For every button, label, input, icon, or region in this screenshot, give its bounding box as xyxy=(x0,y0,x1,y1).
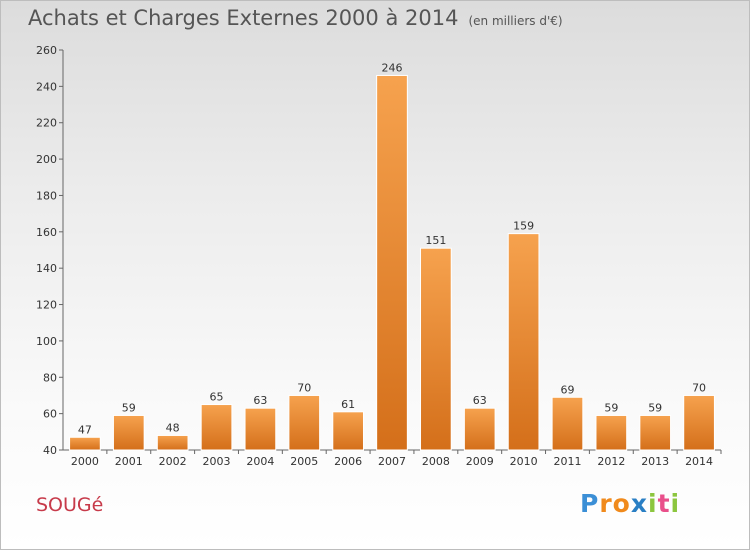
bar-2014 xyxy=(683,394,715,451)
bar-2010 xyxy=(507,233,540,451)
x-tick-label: 2003 xyxy=(203,455,231,468)
bar-value-label: 70 xyxy=(692,381,706,394)
logo-letter: P xyxy=(580,489,600,518)
bar-value-label: 63 xyxy=(253,394,267,407)
y-tick-label: 200 xyxy=(36,153,57,166)
bar-2009 xyxy=(463,407,496,451)
bar-2003 xyxy=(200,404,233,451)
x-tick-label: 2014 xyxy=(685,455,713,468)
bar-2001 xyxy=(112,414,145,451)
x-tick-label: 2001 xyxy=(115,455,143,468)
bar-value-label: 65 xyxy=(210,391,224,404)
y-tick-label: 220 xyxy=(36,117,57,130)
y-tick-label: 40 xyxy=(43,444,57,457)
bar-value-label: 59 xyxy=(648,401,662,414)
y-tick-label: 240 xyxy=(36,80,57,93)
x-tick-label: 2006 xyxy=(334,455,362,468)
bar-2008 xyxy=(420,247,452,451)
bar-2004 xyxy=(244,407,277,451)
bar-2012 xyxy=(595,414,628,451)
place-name: SOUGé xyxy=(36,494,104,516)
y-tick-label: 100 xyxy=(36,335,57,348)
bar-value-label: 69 xyxy=(560,383,574,396)
bar-2007 xyxy=(376,74,408,451)
bar-value-label: 61 xyxy=(341,398,355,411)
chart-title: Achats et Charges Externes 2000 à 2014 (e… xyxy=(28,6,563,30)
y-tick-label: 120 xyxy=(36,299,57,312)
bar-2006 xyxy=(332,411,364,451)
bar-value-label: 59 xyxy=(122,401,136,414)
logo-letter: t xyxy=(657,489,671,518)
x-tick-label: 2000 xyxy=(71,455,99,468)
chart-title-text: Achats et Charges Externes 2000 à 2014 xyxy=(28,6,459,30)
bar-value-label: 59 xyxy=(604,401,618,414)
bar-value-label: 159 xyxy=(513,220,534,233)
x-tick-label: 2010 xyxy=(510,455,538,468)
x-tick-label: 2013 xyxy=(641,455,669,468)
bar-value-label: 151 xyxy=(425,234,446,247)
x-tick-label: 2009 xyxy=(466,455,494,468)
x-tick-label: 2012 xyxy=(597,455,625,468)
bar-2002 xyxy=(156,434,189,451)
y-tick-label: 180 xyxy=(36,189,57,202)
bar-2005 xyxy=(288,394,321,451)
x-tick-label: 2007 xyxy=(378,455,406,468)
x-tick-label: 2008 xyxy=(422,455,450,468)
chart-subtitle: (en milliers d'€) xyxy=(468,14,563,28)
logo-letter: o xyxy=(612,489,631,518)
x-tick-label: 2004 xyxy=(246,455,274,468)
bar-2000 xyxy=(69,436,101,451)
bar-value-label: 48 xyxy=(166,421,180,434)
bar-value-label: 63 xyxy=(473,394,487,407)
bar-2011 xyxy=(551,396,584,451)
x-axis: 2000 2001 2002 2003 2004 2005 2006 2007 2008 2009… xyxy=(63,449,722,468)
bars-group: 47 59 48 65 63 70 61 246 151 63 159 69 59 59 70 xyxy=(69,61,715,451)
logo-letter: x xyxy=(630,489,648,518)
y-tick-label: 260 xyxy=(36,44,57,57)
x-tick-label: 2005 xyxy=(290,455,318,468)
x-tick-label: 2011 xyxy=(553,455,581,468)
y-tick-label: 160 xyxy=(36,226,57,239)
bar-2013 xyxy=(639,414,672,451)
logo-letter: i xyxy=(670,489,681,518)
logo-letter: i xyxy=(648,489,658,518)
y-tick-label: 60 xyxy=(43,408,57,421)
bar-value-label: 47 xyxy=(78,423,92,436)
x-tick-label: 2002 xyxy=(159,455,187,468)
bar-value-label: 70 xyxy=(297,381,311,394)
y-axis: 40 60 80 100 120 140 160 180 200 220 240 260 xyxy=(36,44,64,457)
y-tick-label: 80 xyxy=(43,371,57,384)
proxiti-logo: Proxiti xyxy=(580,489,680,518)
y-tick-label: 140 xyxy=(36,262,57,275)
bar-value-label: 246 xyxy=(382,61,403,74)
logo-letter: r xyxy=(599,489,613,518)
